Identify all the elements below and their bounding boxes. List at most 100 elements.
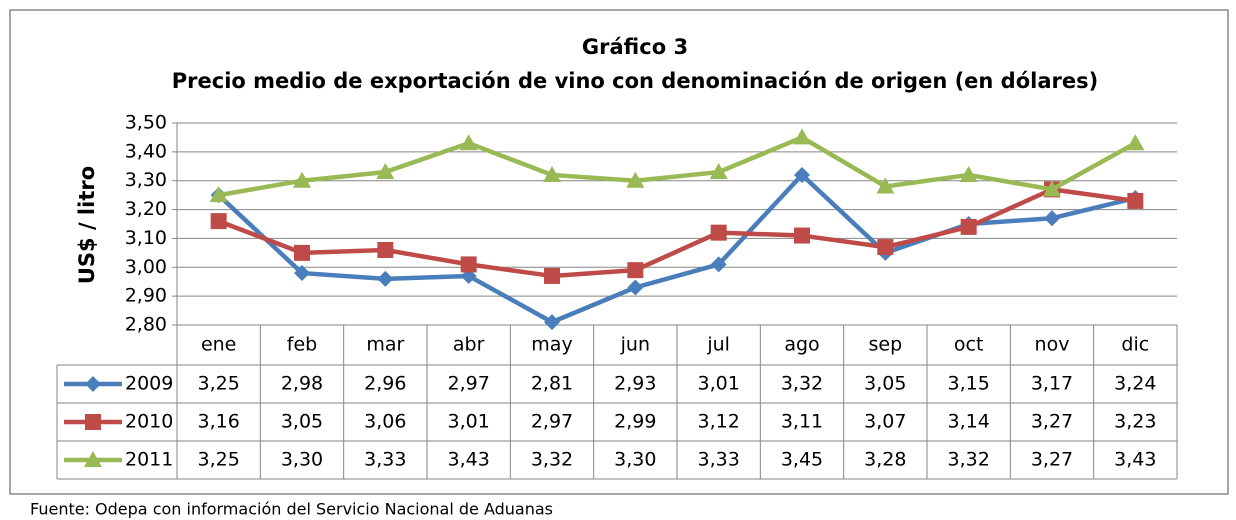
- marker: [85, 414, 101, 430]
- marker: [294, 244, 310, 261]
- marker: [543, 165, 561, 182]
- marker: [209, 186, 228, 203]
- table-cell: 3,14: [948, 411, 990, 433]
- table-cell: 3,23: [1114, 411, 1156, 433]
- table-cell: 3,11: [781, 411, 823, 433]
- table-cell: 3,05: [864, 373, 906, 395]
- table-cell: 3,24: [1114, 373, 1156, 395]
- legend-label: 2011: [125, 449, 173, 471]
- table-cell: 3,32: [948, 449, 990, 471]
- table-cell: 2,98: [281, 373, 323, 395]
- marker: [710, 224, 727, 241]
- marker: [793, 128, 811, 145]
- table-cell: 3,30: [281, 449, 323, 471]
- marker: [84, 451, 102, 467]
- marker: [877, 239, 894, 256]
- table-cell: 2,96: [364, 373, 406, 395]
- marker: [376, 163, 395, 180]
- marker: [1043, 180, 1061, 197]
- table-cell: 3,25: [198, 449, 240, 471]
- marker: [794, 166, 810, 183]
- x-tick-label: mar: [366, 334, 404, 356]
- x-tick-label: may: [531, 334, 572, 356]
- y-tick-label: 3,00: [125, 256, 167, 278]
- marker: [377, 270, 394, 287]
- table-cell: 3,27: [1031, 411, 1073, 433]
- marker: [709, 163, 728, 180]
- y-tick-label: 3,30: [125, 169, 167, 191]
- table-cell: 3,15: [948, 373, 990, 395]
- marker: [1126, 134, 1145, 151]
- marker: [544, 314, 560, 331]
- table-cell: 3,12: [698, 411, 740, 433]
- marker: [459, 134, 478, 151]
- marker: [1044, 210, 1060, 227]
- table-cell: 3,25: [198, 373, 240, 395]
- table-cell: 3,01: [448, 411, 490, 433]
- table-cell: 3,43: [448, 449, 490, 471]
- x-tick-label: nov: [1035, 334, 1070, 356]
- table-cell: 2,97: [531, 411, 573, 433]
- marker: [959, 165, 978, 182]
- table-cell: 3,45: [781, 449, 823, 471]
- table-cell: 3,33: [698, 449, 740, 471]
- table-cell: 3,28: [864, 449, 906, 471]
- y-tick-label: 2,80: [125, 314, 167, 336]
- marker: [627, 279, 644, 296]
- y-tick-label: 3,10: [125, 227, 167, 249]
- marker: [460, 256, 477, 273]
- table-cell: 2,99: [614, 411, 656, 433]
- marker: [626, 171, 645, 188]
- source-note: Fuente: Odepa con información del Servic…: [30, 500, 553, 519]
- y-tick-label: 2,90: [125, 285, 167, 307]
- y-tick-label: 3,40: [125, 140, 167, 162]
- x-tick-label: ago: [784, 334, 819, 356]
- marker: [85, 376, 101, 392]
- marker: [627, 262, 644, 279]
- legend-label: 2009: [125, 373, 173, 395]
- table-cell: 3,27: [1031, 449, 1073, 471]
- table-cell: 2,93: [614, 373, 656, 395]
- table-cell: 3,06: [364, 411, 406, 433]
- marker: [1127, 192, 1144, 209]
- table-cell: 3,07: [864, 411, 906, 433]
- y-tick-label: 3,50: [125, 112, 167, 134]
- y-tick-label: 3,20: [125, 198, 167, 220]
- y-axis-label: US$ / litro: [75, 166, 99, 284]
- chart-frame: [9, 9, 1229, 495]
- marker: [960, 218, 977, 235]
- table-cell: 3,05: [281, 411, 323, 433]
- x-tick-label: jun: [620, 334, 650, 356]
- marker: [210, 213, 227, 230]
- marker: [794, 227, 810, 244]
- marker: [544, 267, 560, 284]
- table-cell: 3,32: [531, 449, 573, 471]
- marker: [294, 265, 310, 282]
- table-cell: 3,43: [1114, 449, 1156, 471]
- series-line: [217, 187, 1136, 279]
- marker: [710, 256, 727, 273]
- x-tick-label: sep: [869, 334, 903, 356]
- x-tick-label: jul: [706, 334, 730, 356]
- table-cell: 3,32: [781, 373, 823, 395]
- legend-label: 2010: [125, 411, 173, 433]
- table-cell: 2,81: [531, 373, 573, 395]
- x-tick-label: dic: [1121, 334, 1149, 356]
- marker: [377, 241, 394, 258]
- x-tick-label: abr: [453, 334, 485, 356]
- table-cell: 2,97: [448, 373, 490, 395]
- table-cell: 3,01: [698, 373, 740, 395]
- chart-title: Gráfico 3: [582, 35, 688, 59]
- series-line: [218, 135, 1137, 198]
- marker: [293, 171, 311, 188]
- table-cell: 3,16: [198, 411, 240, 433]
- chart-subtitle: Precio medio de exportación de vino con …: [172, 69, 1098, 93]
- marker: [876, 177, 895, 194]
- x-tick-label: oct: [954, 334, 984, 356]
- table-cell: 3,33: [364, 449, 406, 471]
- x-tick-label: feb: [287, 334, 317, 356]
- x-tick-label: ene: [201, 334, 236, 356]
- table-cell: 3,30: [614, 449, 656, 471]
- table-cell: 3,17: [1031, 373, 1073, 395]
